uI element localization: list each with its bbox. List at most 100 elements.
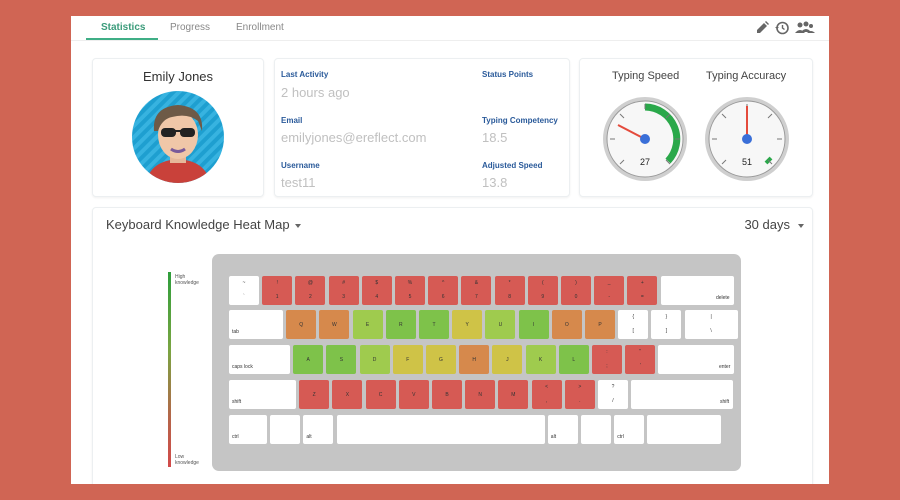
key-glyph: 7 xyxy=(475,294,478,300)
key-g[interactable]: G xyxy=(426,345,456,374)
keyboard: ~ `! 1 @2 #3 $4% 5 ^ 6 & 7 * 8(9) 0 _ - + = delete tab Q W E R T… xyxy=(212,254,741,471)
key-ctrl[interactable]: ctrl xyxy=(614,415,645,444)
key-p[interactable]: P xyxy=(585,310,615,339)
key-glyph: tab xyxy=(232,329,239,335)
key-row1-7[interactable]: & 7 xyxy=(461,276,492,305)
heatmap-title-dropdown[interactable]: Keyboard Knowledge Heat Map xyxy=(106,217,301,232)
key-row1-10[interactable]: ) 0 xyxy=(561,276,591,305)
key-t[interactable]: T xyxy=(419,310,449,339)
key-row4-9[interactable]: >. xyxy=(564,380,595,409)
key-shift[interactable]: shift xyxy=(631,380,734,409)
key-glyph: 3 xyxy=(342,294,345,300)
key-l[interactable]: L xyxy=(558,345,589,374)
tab-enrollment[interactable]: Enrollment xyxy=(236,22,284,33)
key-y[interactable]: Y xyxy=(452,310,483,339)
key-glyph: R xyxy=(398,321,403,328)
key-z[interactable]: Z xyxy=(299,380,330,409)
username-label: Username xyxy=(281,161,320,170)
email-label: Email xyxy=(281,116,303,125)
key-row1-2[interactable]: @2 xyxy=(295,276,326,305)
legend-low-label: Low knowledge xyxy=(175,454,199,466)
key-shift[interactable]: shift xyxy=(229,380,296,409)
key-row1-8[interactable]: * 8 xyxy=(494,276,525,305)
key-r[interactable]: R xyxy=(385,310,416,339)
key-glyph: $ xyxy=(375,280,379,286)
tab-progress[interactable]: Progress xyxy=(170,22,211,33)
key-glyph: : xyxy=(606,349,608,355)
key-glyph: { xyxy=(632,314,635,320)
key-glyph: ctrl xyxy=(617,434,624,440)
chevron-down-icon xyxy=(798,223,804,228)
last-activity-value: 2 hours ago xyxy=(281,85,350,100)
key-modifier[interactable] xyxy=(270,415,301,444)
key-row3-10[interactable]: :; xyxy=(592,345,622,374)
key-row4-8[interactable]: <, xyxy=(531,380,562,409)
key-glyph: 2 xyxy=(309,294,312,300)
typing-speed-gauge: 27 xyxy=(603,97,687,181)
key-h[interactable]: H xyxy=(459,345,490,374)
gauges-card: Typing Speed Typing Accuracy 27 5 xyxy=(579,58,813,197)
key-row1-0[interactable]: ~ ` xyxy=(229,276,259,305)
history-icon[interactable] xyxy=(773,19,791,37)
key-row4-10[interactable]: ? / xyxy=(598,380,628,409)
key-u[interactable]: U xyxy=(485,310,516,339)
key-glyph: + xyxy=(640,280,644,286)
key-caps-lock[interactable]: caps lock xyxy=(229,345,290,374)
key-glyph: S xyxy=(339,356,344,363)
key-i[interactable]: I xyxy=(518,310,549,339)
key-e[interactable]: E xyxy=(352,310,383,339)
key-q[interactable]: Q xyxy=(286,310,317,339)
period-dropdown[interactable]: 30 days xyxy=(744,217,804,232)
key-glyph: enter xyxy=(718,364,731,370)
key-b[interactable]: B xyxy=(432,380,462,409)
key-row1-4[interactable]: $4 xyxy=(361,276,392,305)
key-glyph: # xyxy=(342,280,345,286)
key-s[interactable]: S xyxy=(326,345,357,374)
key-delete[interactable]: delete xyxy=(660,276,734,305)
tab-statistics[interactable]: Statistics xyxy=(101,22,146,33)
key-row2-11[interactable]: {[ xyxy=(618,310,649,339)
key-row1-5[interactable]: % 5 xyxy=(395,276,425,305)
chevron-down-icon xyxy=(294,223,301,228)
key-m[interactable]: M xyxy=(498,380,529,409)
key-modifier[interactable] xyxy=(581,415,611,444)
key-f[interactable]: F xyxy=(392,345,423,374)
key-modifier[interactable] xyxy=(647,415,722,444)
key-alt[interactable]: alt xyxy=(547,415,578,444)
key-glyph: ' xyxy=(639,363,641,369)
key-enter[interactable]: enter xyxy=(658,345,735,374)
key-ctrl[interactable]: ctrl xyxy=(229,415,267,444)
key-glyph: caps lock xyxy=(232,364,253,370)
key-glyph: K xyxy=(538,356,543,363)
key-row1-11[interactable]: _ - xyxy=(594,276,625,305)
key-row1-1[interactable]: ! 1 xyxy=(262,276,293,305)
key-c[interactable]: C xyxy=(365,380,396,409)
typing-accuracy-title: Typing Accuracy xyxy=(706,70,787,82)
key-row1-6[interactable]: ^ 6 xyxy=(428,276,459,305)
key-space[interactable] xyxy=(336,415,545,444)
key-glyph: < xyxy=(545,384,549,390)
key-row1-9[interactable]: (9 xyxy=(527,276,558,305)
key-j[interactable]: J xyxy=(492,345,523,374)
key-k[interactable]: K xyxy=(525,345,556,374)
key-a[interactable]: A xyxy=(293,345,324,374)
pencil-icon[interactable] xyxy=(753,19,771,37)
key-v[interactable]: V xyxy=(398,380,429,409)
key-row3-11[interactable]: " ' xyxy=(625,345,656,374)
key-tab[interactable]: tab xyxy=(229,310,283,339)
key-row1-3[interactable]: #3 xyxy=(328,276,359,305)
key-glyph: - xyxy=(608,294,611,300)
key-glyph: O xyxy=(564,321,569,328)
key-o[interactable]: O xyxy=(551,310,582,339)
key-row2-13[interactable]: | \ xyxy=(684,310,738,339)
key-d[interactable]: D xyxy=(359,345,390,374)
key-w[interactable]: W xyxy=(319,310,350,339)
key-x[interactable]: X xyxy=(332,380,363,409)
key-glyph: H xyxy=(472,356,476,363)
key-n[interactable]: N xyxy=(465,380,496,409)
key-row1-12[interactable]: + = xyxy=(627,276,658,305)
key-row2-12[interactable]: }] xyxy=(651,310,682,339)
key-glyph: = xyxy=(640,294,644,300)
users-icon[interactable] xyxy=(794,19,816,37)
key-alt[interactable]: alt xyxy=(303,415,334,444)
